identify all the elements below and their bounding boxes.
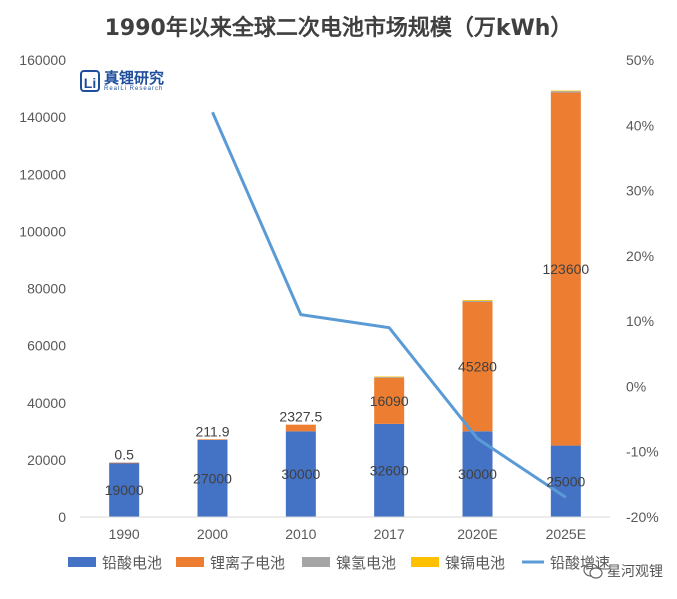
y2-tick-label: 0% xyxy=(626,378,646,394)
x-axis: 1990 2000 2010 2017 2020E 2025E xyxy=(80,516,610,542)
y2-tick-label: 30% xyxy=(626,183,654,199)
growth-line xyxy=(211,111,567,499)
watermark: 星河观锂 xyxy=(583,561,663,581)
data-label: 0.5 xyxy=(114,447,134,463)
data-label: 19000 xyxy=(105,482,144,498)
x-tick-label: 2000 xyxy=(197,526,228,542)
y-tick-label: 20000 xyxy=(27,452,66,468)
data-label: 32600 xyxy=(370,462,409,478)
bar-segment xyxy=(550,92,581,446)
bar-segment xyxy=(550,90,581,92)
bar-segment xyxy=(462,299,493,301)
bar-segment xyxy=(109,462,140,517)
legend-label: 镍镉电池 xyxy=(445,554,505,572)
y2-tick-label: 50% xyxy=(626,52,654,68)
bar-segment xyxy=(197,439,228,440)
bar-segment xyxy=(285,431,316,517)
y2-tick-label: 40% xyxy=(626,117,654,133)
growth-line-group xyxy=(211,111,567,499)
bar-segment xyxy=(285,424,316,432)
data-label: 45280 xyxy=(458,359,497,375)
legend-swatch xyxy=(68,557,96,567)
legend-swatch xyxy=(302,557,330,567)
x-tick-label: 2025E xyxy=(546,526,586,542)
y-tick-label: 100000 xyxy=(19,223,66,239)
watermark-text: 星河观锂 xyxy=(607,564,663,580)
y-tick-label: 60000 xyxy=(27,338,66,354)
data-label: 16090 xyxy=(370,393,409,409)
bar-segment xyxy=(374,376,405,378)
data-labels-group: 19000 0.5 27000 211.9 30000 2327.5 32600 16090 3… xyxy=(105,261,590,498)
x-tick-label: 2017 xyxy=(374,526,405,542)
bar-segment xyxy=(462,300,493,302)
x-tick-label: 2010 xyxy=(285,526,316,542)
chart-title: 1990年以来全球二次电池市场规模（万kWh） xyxy=(104,16,573,41)
legend-label: 镍氢电池 xyxy=(336,554,396,572)
legend-label: 铅酸电池 xyxy=(102,554,162,572)
data-label: 30000 xyxy=(281,466,320,482)
data-label: 27000 xyxy=(193,470,232,486)
y2-tick-label: 20% xyxy=(626,248,654,264)
y-tick-label: 80000 xyxy=(27,281,66,297)
logo-text: 真锂研究 xyxy=(104,68,165,87)
x-tick-label: 2020E xyxy=(457,526,497,542)
data-label: 123600 xyxy=(542,261,589,277)
y-tick-label: 0 xyxy=(58,509,66,525)
legend-swatch xyxy=(176,557,204,567)
bar-segment xyxy=(374,377,405,378)
bar-segment xyxy=(374,377,405,424)
x-tick-label: 1990 xyxy=(109,526,140,542)
bar-segment xyxy=(462,301,493,432)
legend: 铅酸电池 锂离子电池 镍氢电池 镍镉电池 铅酸增速 xyxy=(68,554,610,572)
legend-label: 锂离子电池 xyxy=(210,554,285,572)
data-label: 211.9 xyxy=(196,423,230,439)
bar-segment xyxy=(550,445,581,517)
y-tick-label: 120000 xyxy=(19,166,66,182)
bar-segment xyxy=(374,423,405,517)
y2-tick-label: 10% xyxy=(626,313,654,329)
right-axis: -20% -10% 0% 10% 20% 30% 40% 50% xyxy=(626,52,659,525)
data-label: 2327.5 xyxy=(279,409,322,425)
y2-tick-label: -10% xyxy=(626,444,659,460)
data-label: 30000 xyxy=(458,466,497,482)
data-label: 25000 xyxy=(546,473,585,489)
brand-logo: Li 真锂研究 RealLi Research xyxy=(80,68,164,94)
y-tick-label: 40000 xyxy=(27,395,66,411)
y-tick-label: 160000 xyxy=(19,52,66,68)
bar-segment xyxy=(197,439,228,517)
bar-segment xyxy=(109,462,140,464)
y2-tick-label: -20% xyxy=(626,509,659,525)
legend-swatch xyxy=(411,557,439,567)
bars-group xyxy=(109,90,581,517)
y-tick-label: 140000 xyxy=(19,109,66,125)
logo-subtext: RealLi Research xyxy=(104,85,164,92)
logo-mark-icon: Li xyxy=(80,70,100,92)
wechat-icon xyxy=(583,563,603,579)
bar-segment xyxy=(550,91,581,93)
left-axis: 0 20000 40000 60000 80000 100000 120000 140000 1… xyxy=(19,52,66,525)
